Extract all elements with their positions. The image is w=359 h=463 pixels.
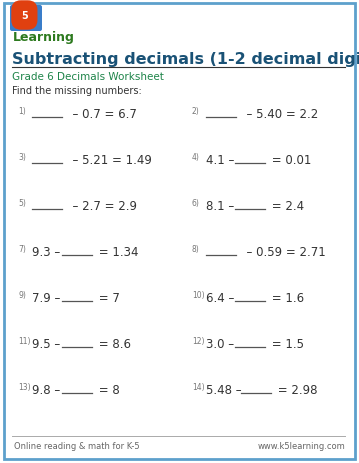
Text: = 8.6: = 8.6 (94, 337, 131, 350)
Text: = 1.34: = 1.34 (94, 245, 138, 258)
Text: 8.1 –: 8.1 – (206, 200, 234, 213)
Text: – 5.21 = 1.49: – 5.21 = 1.49 (65, 154, 152, 167)
Text: 9): 9) (18, 290, 26, 300)
Text: 9.8 –: 9.8 – (32, 383, 60, 396)
Text: 4.1 –: 4.1 – (206, 154, 234, 167)
Text: 6): 6) (192, 199, 200, 207)
Text: www.k5learning.com: www.k5learning.com (257, 441, 345, 450)
Text: 5.48 –: 5.48 – (206, 383, 242, 396)
Text: 5): 5) (18, 199, 26, 207)
Text: Find the missing numbers:: Find the missing numbers: (12, 86, 142, 96)
Text: 3): 3) (18, 153, 26, 162)
Text: = 7: = 7 (94, 291, 120, 304)
Text: Online reading & math for K-5: Online reading & math for K-5 (14, 441, 140, 450)
Text: 7.9 –: 7.9 – (32, 291, 60, 304)
Text: 8): 8) (192, 244, 200, 253)
Text: = 2.98: = 2.98 (274, 383, 317, 396)
Text: 13): 13) (18, 382, 31, 391)
Text: 9.5 –: 9.5 – (32, 337, 60, 350)
Text: Grade 6 Decimals Worksheet: Grade 6 Decimals Worksheet (12, 72, 164, 82)
Text: = 1.6: = 1.6 (269, 291, 305, 304)
Text: 7): 7) (18, 244, 26, 253)
Text: = 8: = 8 (94, 383, 119, 396)
Text: 14): 14) (192, 382, 205, 391)
Text: – 0.59 = 2.71: – 0.59 = 2.71 (239, 245, 326, 258)
Text: 3.0 –: 3.0 – (206, 337, 234, 350)
Text: K: K (14, 11, 22, 21)
FancyBboxPatch shape (10, 6, 42, 32)
Text: = 2.4: = 2.4 (269, 200, 305, 213)
Text: Learning: Learning (13, 31, 75, 44)
Text: 2): 2) (192, 107, 200, 116)
FancyBboxPatch shape (4, 4, 355, 459)
Text: Subtracting decimals (1-2 decimal digit): Subtracting decimals (1-2 decimal digit) (12, 52, 359, 67)
Text: – 0.7 = 6.7: – 0.7 = 6.7 (65, 108, 137, 121)
Text: = 0.01: = 0.01 (269, 154, 312, 167)
Text: 10): 10) (192, 290, 205, 300)
Text: 11): 11) (18, 336, 31, 345)
Text: 1): 1) (18, 107, 26, 116)
Text: 9.3 –: 9.3 – (32, 245, 60, 258)
Text: = 1.5: = 1.5 (269, 337, 304, 350)
Text: 4): 4) (192, 153, 200, 162)
Text: – 2.7 = 2.9: – 2.7 = 2.9 (65, 200, 137, 213)
Text: 6.4 –: 6.4 – (206, 291, 234, 304)
Text: – 5.40 = 2.2: – 5.40 = 2.2 (239, 108, 318, 121)
Text: 5: 5 (21, 11, 28, 21)
Text: 12): 12) (192, 336, 205, 345)
